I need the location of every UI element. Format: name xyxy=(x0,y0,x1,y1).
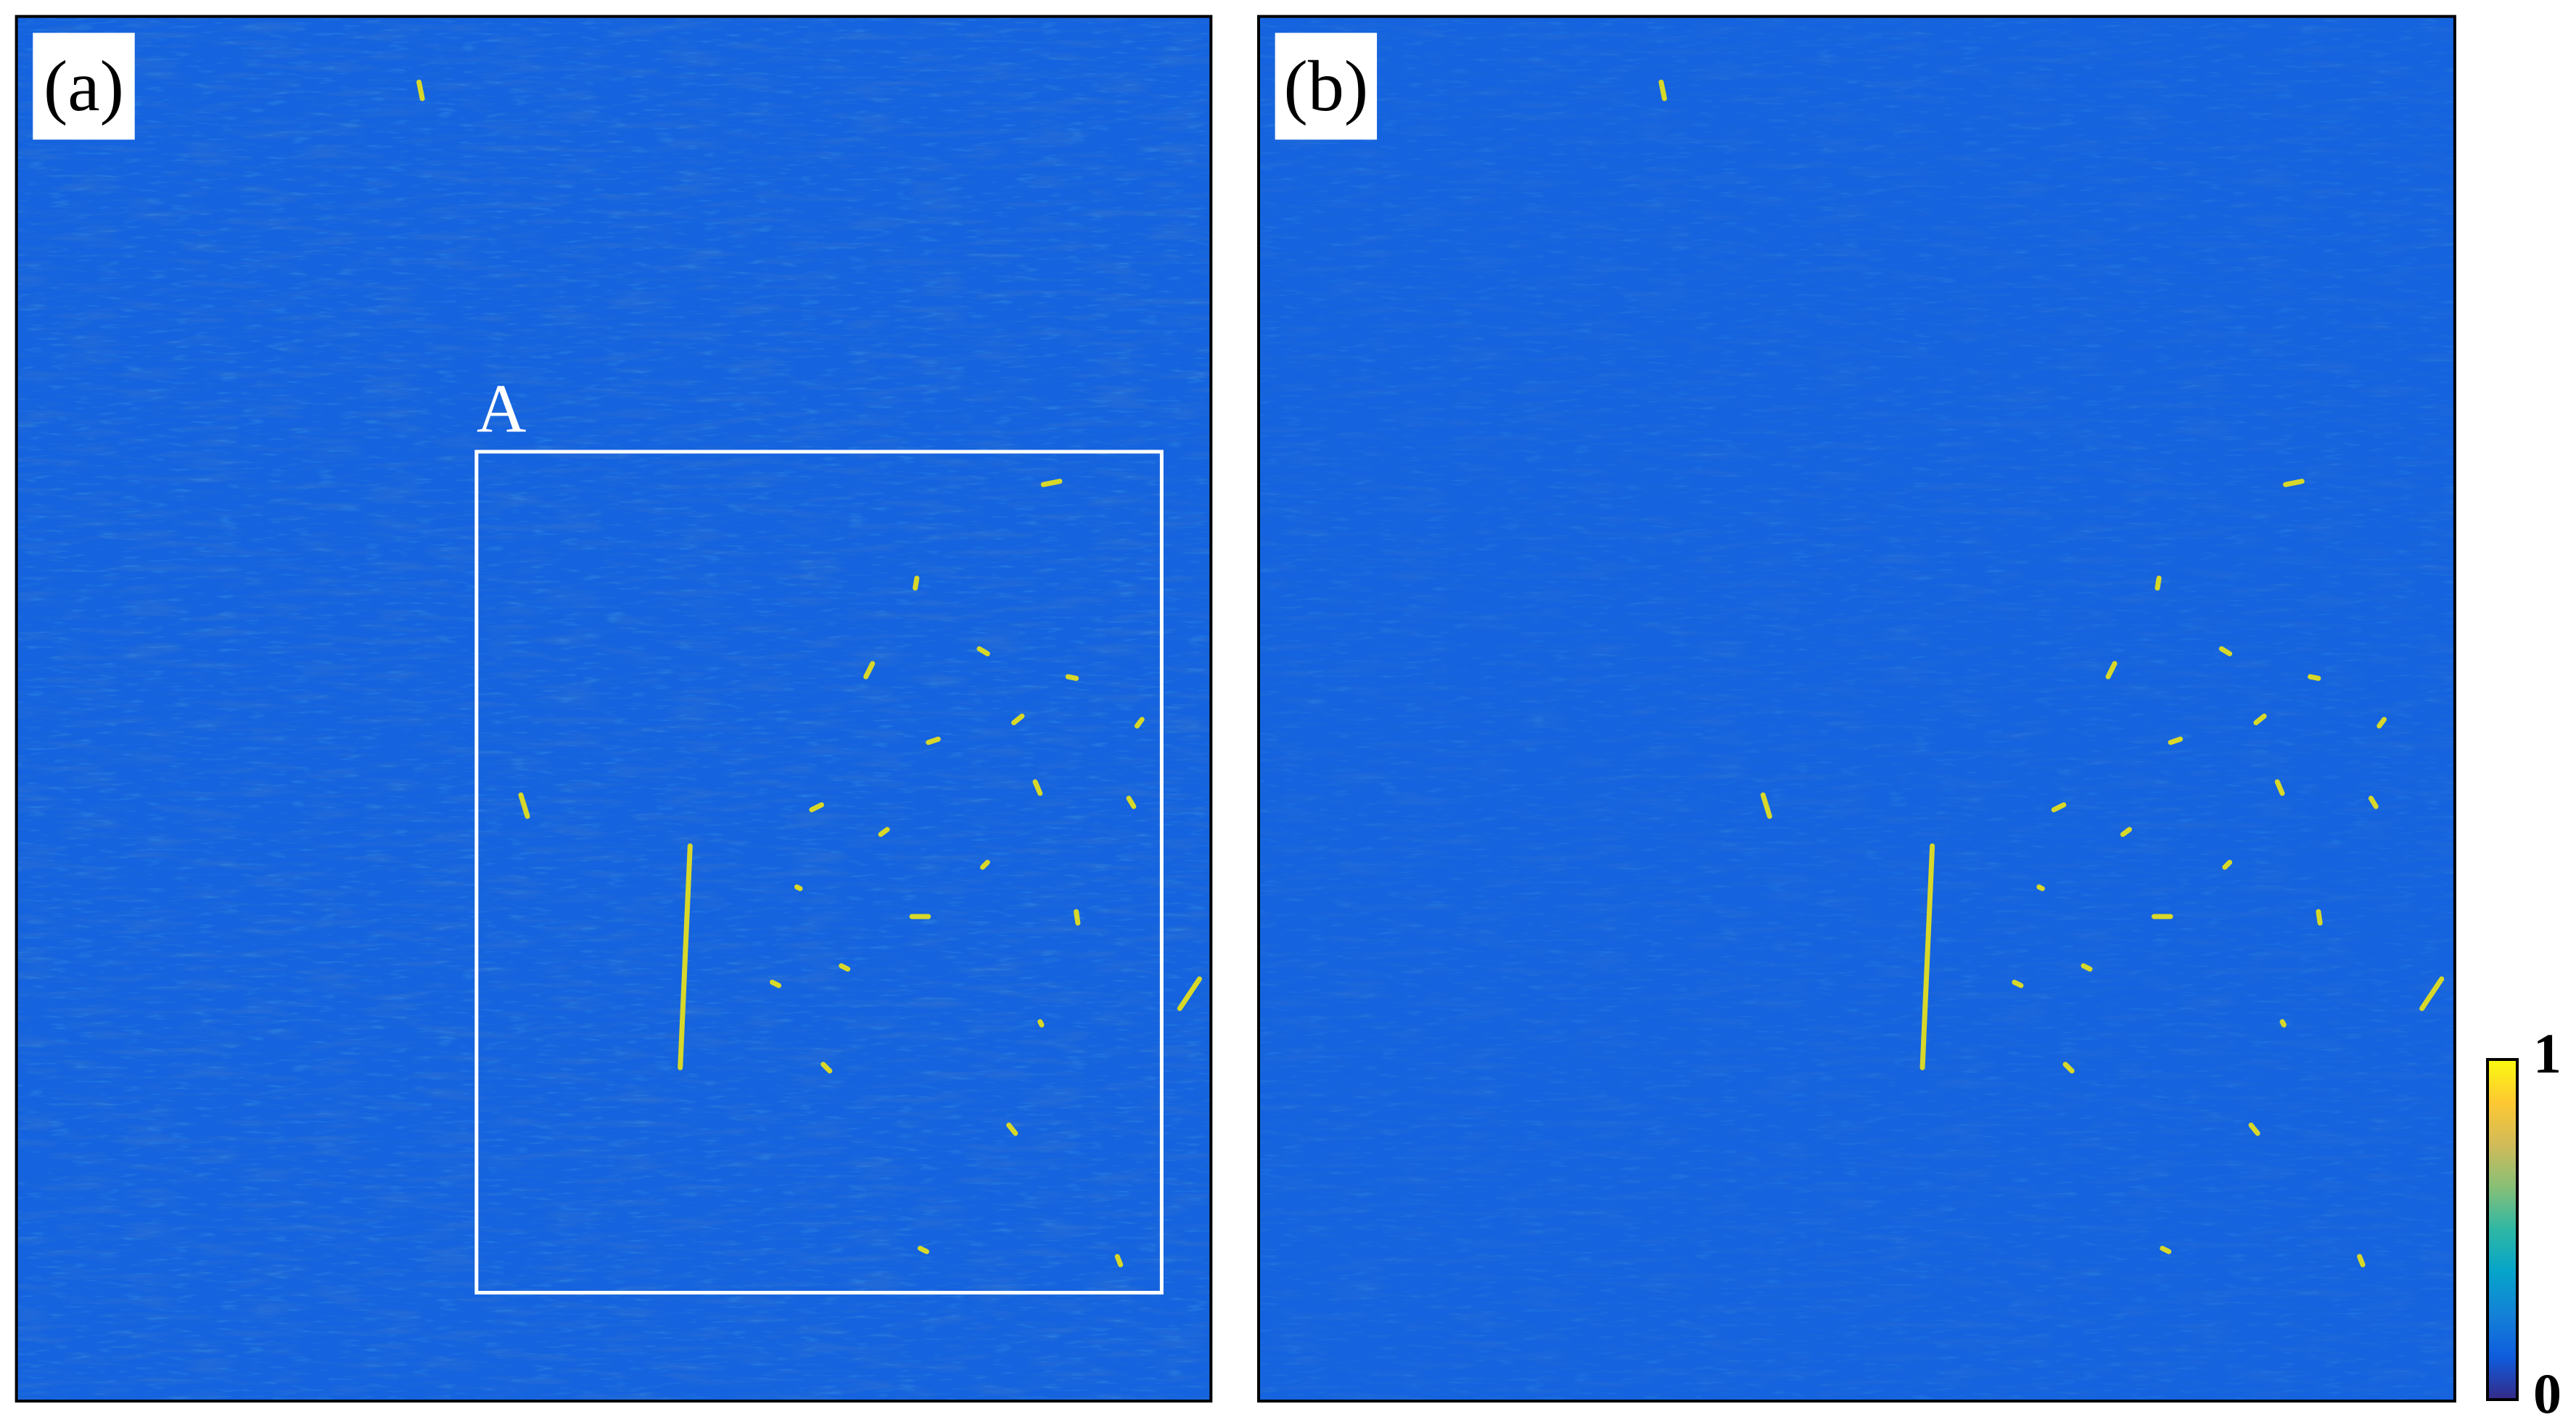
feature xyxy=(2377,716,2387,729)
feature xyxy=(2155,575,2162,591)
feature xyxy=(770,979,782,988)
panel: (a) A xyxy=(15,15,1213,1403)
panel: (b) xyxy=(1256,15,2456,1403)
feature xyxy=(794,884,803,891)
feature xyxy=(1919,843,1935,1070)
feature xyxy=(2105,661,2118,679)
panel-frame xyxy=(15,15,1213,1403)
feature xyxy=(2222,859,2233,870)
feature xyxy=(2279,1019,2287,1028)
feature xyxy=(1134,716,1145,729)
feature xyxy=(2036,884,2045,891)
feature xyxy=(416,79,425,102)
feature xyxy=(1760,792,1772,819)
panel-frame xyxy=(1256,15,2456,1403)
feature xyxy=(518,792,530,819)
feature xyxy=(2168,736,2184,745)
colorbar-tick-label: 0 xyxy=(2533,1362,2561,1417)
feature xyxy=(2062,1062,2075,1074)
texture xyxy=(16,16,1211,1402)
feature xyxy=(2419,976,2445,1012)
label-box xyxy=(33,33,135,140)
panel-label: (a) xyxy=(44,46,124,126)
feature xyxy=(1011,714,1025,726)
panel-label: (b) xyxy=(1284,46,1369,126)
feature xyxy=(926,736,941,745)
feature xyxy=(2253,714,2267,726)
feature xyxy=(2308,674,2321,681)
feature xyxy=(1040,479,1063,487)
feature xyxy=(1126,796,1137,809)
feature xyxy=(2120,827,2132,838)
feature xyxy=(839,963,851,972)
feature xyxy=(1074,909,1081,926)
feature xyxy=(2218,646,2233,656)
texture xyxy=(1258,16,2455,1402)
feature xyxy=(1006,1123,1019,1136)
colorbar-tick-label: 1 xyxy=(2533,1022,2561,1085)
feature xyxy=(979,859,990,870)
region-box xyxy=(474,450,1164,1295)
feature xyxy=(1065,674,1079,681)
feature xyxy=(678,843,693,1070)
feature xyxy=(2160,1245,2172,1255)
feature xyxy=(2081,963,2093,972)
feature xyxy=(2283,479,2305,487)
feature xyxy=(1032,779,1043,796)
feature xyxy=(2012,979,2024,988)
feature xyxy=(917,1245,929,1255)
feature xyxy=(820,1062,833,1074)
feature xyxy=(863,661,876,679)
colorbar xyxy=(2486,1058,2519,1401)
feature xyxy=(2051,802,2067,813)
feature xyxy=(2316,909,2323,926)
feature xyxy=(2368,796,2379,809)
feature xyxy=(1658,79,1667,102)
feature xyxy=(809,802,824,813)
feature xyxy=(2357,1254,2366,1268)
feature xyxy=(913,575,920,591)
feature xyxy=(878,827,890,838)
feature xyxy=(976,646,990,656)
feature xyxy=(2274,779,2285,796)
label-box xyxy=(1275,33,1378,140)
feature xyxy=(2248,1123,2260,1136)
feature xyxy=(1177,976,1202,1012)
region-label: A xyxy=(477,371,527,447)
feature xyxy=(1114,1254,1124,1268)
feature xyxy=(1037,1019,1045,1028)
